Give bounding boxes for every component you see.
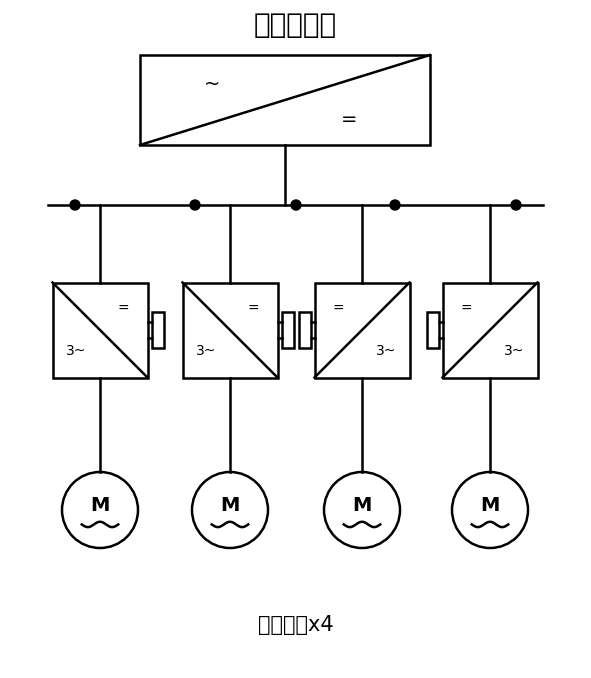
Text: =: = — [248, 302, 259, 316]
Circle shape — [390, 200, 400, 210]
Circle shape — [511, 200, 521, 210]
Text: =: = — [118, 302, 129, 316]
Text: 3~: 3~ — [504, 344, 524, 358]
Text: 牢引电机x4: 牢引电机x4 — [258, 615, 333, 635]
Circle shape — [291, 200, 301, 210]
Circle shape — [190, 200, 200, 210]
Text: 四象限输入: 四象限输入 — [254, 11, 337, 39]
Text: =: = — [340, 111, 357, 129]
Text: =: = — [332, 302, 344, 316]
Text: M: M — [352, 496, 372, 515]
Circle shape — [70, 200, 80, 210]
Text: 3~: 3~ — [66, 344, 86, 358]
Text: M: M — [220, 496, 240, 515]
Text: M: M — [480, 496, 499, 515]
Text: 3~: 3~ — [375, 344, 396, 358]
Text: ~: ~ — [204, 75, 220, 94]
Text: M: M — [90, 496, 110, 515]
Text: 3~: 3~ — [196, 344, 216, 358]
Text: =: = — [460, 302, 472, 316]
